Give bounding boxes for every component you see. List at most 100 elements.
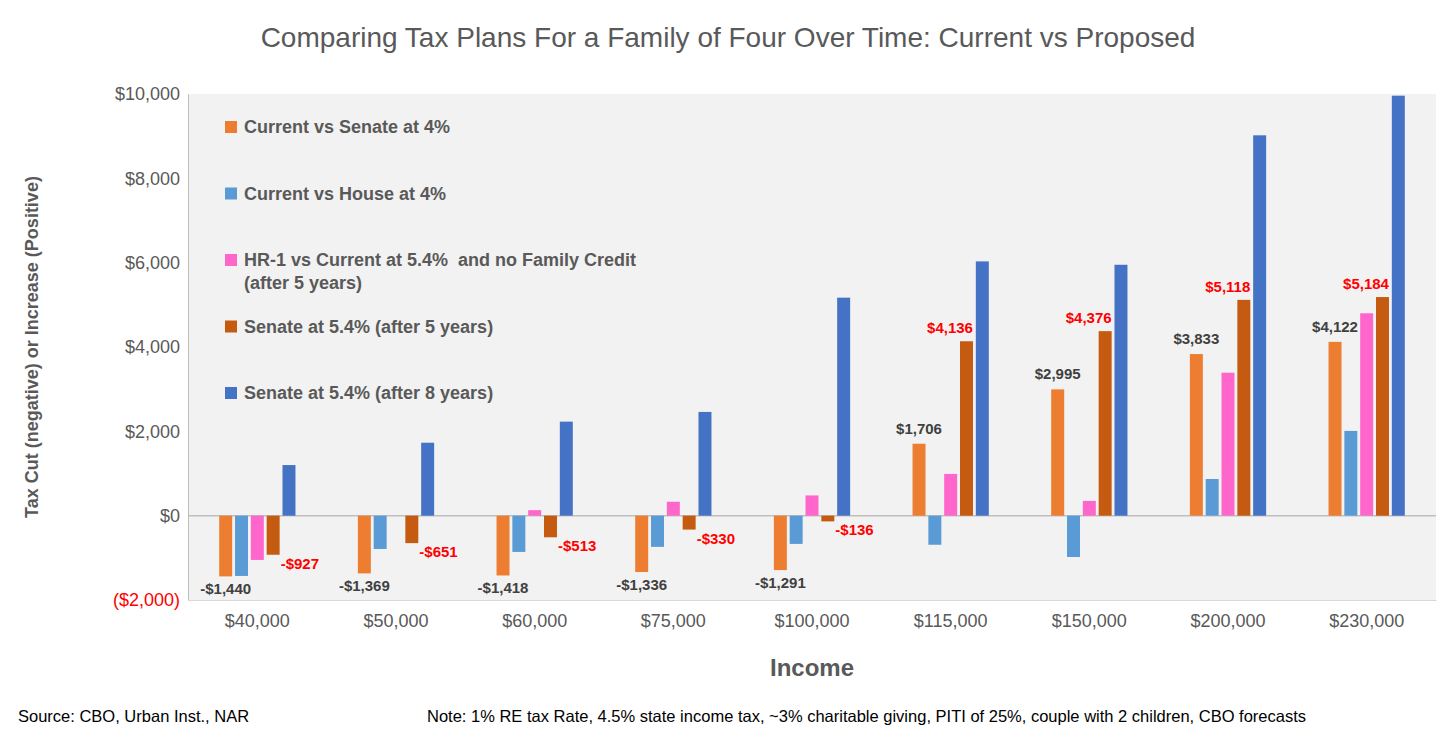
plot-background [188,94,1436,600]
bar [1099,331,1112,516]
data-label: $3,833 [1173,330,1219,347]
y-tick-label: $6,000 [125,253,180,273]
legend-label: Senate at 5.4% (after 8 years) [244,383,493,403]
data-label: $4,122 [1312,318,1358,335]
x-tick: $200,000 [1190,600,1265,631]
x-tick: $115,000 [914,600,988,631]
bar [698,412,711,516]
bar [512,516,525,552]
x-axis-title: Income [770,654,854,681]
bar [667,502,680,516]
x-tick-label: $75,000 [641,611,706,631]
data-label: -$1,291 [755,574,806,591]
data-labels: -$1,440-$1,369-$1,418-$1,336-$1,291$1,70… [200,275,1389,597]
y-tick: $0 [160,506,188,526]
bar [235,516,248,576]
legend-label-line: Current vs House at 4% [244,184,446,204]
legend-swatch [225,387,237,399]
x-tick: $100,000 [774,600,849,631]
y-tick-label: $4,000 [125,337,180,357]
data-label: $4,376 [1066,309,1112,326]
data-label: -$1,440 [200,580,251,597]
bar [913,444,926,516]
footnote: Note: 1% RE tax Rate, 4.5% state income … [427,707,1306,725]
bar [960,341,973,515]
data-label: -$1,369 [339,577,390,594]
data-label: $5,184 [1343,275,1390,292]
legend-swatch [225,188,237,200]
bar [497,516,510,576]
bar [1376,297,1389,516]
bar [837,298,850,516]
chart-svg: Comparing Tax Plans For a Family of Four… [0,0,1456,744]
bar [1253,135,1266,515]
legend-swatch [225,121,237,133]
bar [219,516,232,577]
data-label: -$1,418 [478,579,529,596]
bar [928,516,941,545]
y-tick-label: $8,000 [125,169,180,189]
bar [944,474,957,516]
bar [1222,373,1235,516]
y-axis: ($2,000) $0 $2,000 $4,000 $6,000 $8,000 $10,00… [113,84,189,610]
x-tick: $60,000 [502,600,567,631]
data-label: -$136 [835,521,873,538]
legend-item: Senate at 5.4% (after 5 years) [225,317,493,337]
x-tick-label: $115,000 [914,611,988,631]
bar [1237,300,1250,516]
data-label: -$330 [697,530,735,547]
bar [1067,516,1080,557]
bar [1329,342,1342,516]
x-tick-label: $230,000 [1329,611,1404,631]
bar [790,516,803,544]
bar-series [219,342,1341,577]
source-note: Source: CBO, Urban Inst., NAR [18,707,249,725]
bar [1344,431,1357,516]
x-tick-label: $200,000 [1190,611,1265,631]
bar [806,495,819,515]
bar [405,516,418,543]
bar [374,516,387,549]
x-tick-label: $100,000 [774,611,849,631]
y-tick: $4,000 [125,337,188,357]
x-tick-label: $40,000 [225,611,290,631]
bar [774,516,787,570]
bar [1051,389,1064,515]
legend-item: Senate at 5.4% (after 8 years) [225,383,493,403]
bar [421,443,434,516]
data-label: $4,136 [927,319,973,336]
x-tick: $50,000 [363,600,428,631]
y-tick: ($2,000) [113,590,188,610]
legend-label-line: (after 5 years) [244,273,362,293]
bar-series [251,313,1373,560]
bar [976,261,989,515]
bar [390,515,403,516]
y-tick: $10,000 [115,84,188,104]
x-tick-label: $50,000 [363,611,428,631]
legend-label-line: HR-1 vs Current at 5.4% and no Family Cr… [244,250,636,270]
legend-label: Current vs Senate at 4% [244,117,450,137]
bar [1360,313,1373,515]
legend-label-line: Senate at 5.4% (after 5 years) [244,317,493,337]
y-tick: $2,000 [125,422,188,442]
legend-item: Current vs Senate at 4% [225,117,450,137]
y-tick-label: ($2,000) [113,590,180,610]
x-tick: $40,000 [225,600,290,631]
y-tick: $8,000 [125,169,188,189]
x-tick: $75,000 [641,600,706,631]
data-label: -$651 [419,543,457,560]
bar [1190,354,1203,516]
bar-series [235,431,1357,576]
data-label: -$927 [281,555,319,572]
legend-label-line: Senate at 5.4% (after 8 years) [244,383,493,403]
legend-label: Senate at 5.4% (after 5 years) [244,317,493,337]
x-tick: $150,000 [1052,600,1127,631]
legend-swatch [225,254,237,266]
legend-label-line: Current vs Senate at 4% [244,117,450,137]
legend: Current vs Senate at 4% Current vs House … [225,117,636,403]
x-tick-label: $150,000 [1052,611,1127,631]
y-axis-line [188,95,189,601]
legend-item: HR-1 vs Current at 5.4% and no Family Cr… [225,250,636,293]
data-label: -$1,336 [616,576,667,593]
data-label: $5,118 [1205,278,1250,295]
